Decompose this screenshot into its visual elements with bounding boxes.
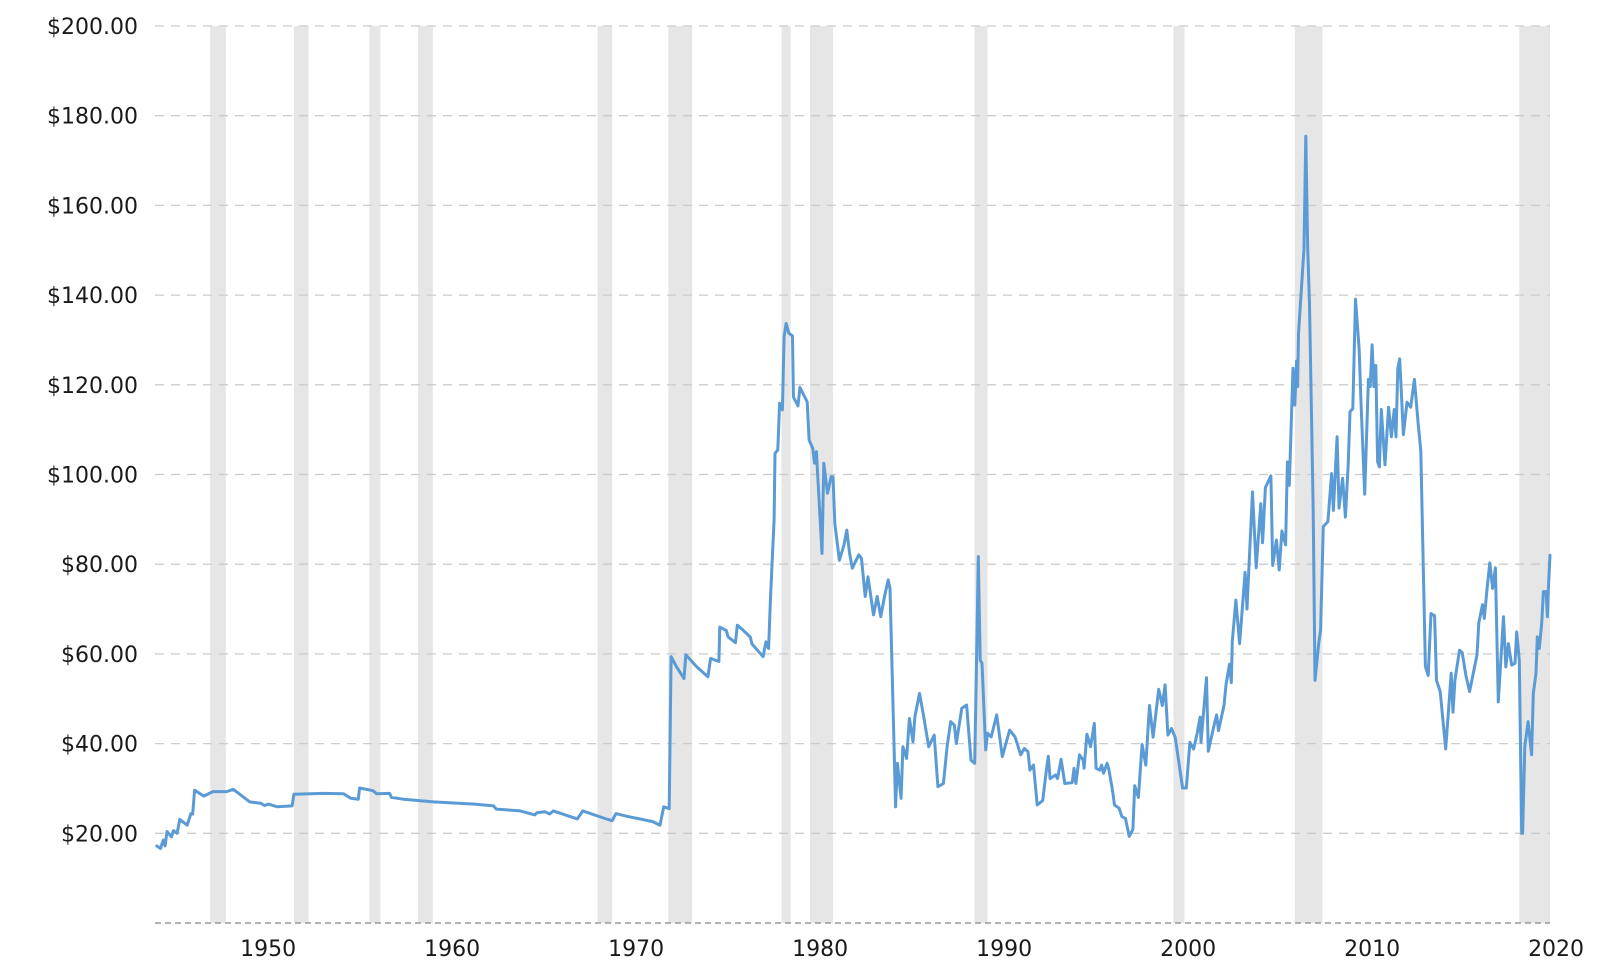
gridlines xyxy=(155,25,1550,924)
shaded-period xyxy=(668,26,693,923)
x-tick-label: 2010 xyxy=(1344,937,1400,962)
series-line xyxy=(155,134,1552,850)
y-tick-label: $20.00 xyxy=(61,822,138,847)
shaded-period xyxy=(809,26,833,923)
shaded-period xyxy=(210,26,226,923)
y-tick-label: $140.00 xyxy=(47,284,138,309)
y-tick-label: $60.00 xyxy=(61,643,138,668)
x-tick-label: 1960 xyxy=(424,937,480,962)
y-tick-label: $120.00 xyxy=(47,374,138,399)
x-axis: 1950 1960 1970 1980 1990 2000 2010 2020 xyxy=(240,937,1584,962)
x-tick-label: 1970 xyxy=(608,937,664,962)
y-tick-label: $180.00 xyxy=(47,105,138,130)
x-tick-label: 1950 xyxy=(240,937,296,962)
x-tick-label: 2000 xyxy=(1160,937,1216,962)
y-axis: $20.00 $40.00 $60.00 $80.00 $100.00 $120.00 $1… xyxy=(47,15,138,847)
x-tick-label: 2020 xyxy=(1528,937,1584,962)
y-tick-label: $100.00 xyxy=(47,464,138,489)
y-tick-label: $160.00 xyxy=(47,194,138,219)
y-tick-label: $200.00 xyxy=(47,15,138,40)
y-tick-label: $40.00 xyxy=(61,733,138,758)
y-tick-label: $80.00 xyxy=(61,553,138,578)
x-tick-label: 1980 xyxy=(792,937,848,962)
shaded-period xyxy=(1173,26,1185,923)
x-tick-label: 1990 xyxy=(976,937,1032,962)
shaded-period xyxy=(418,26,433,923)
shaded-period xyxy=(369,26,381,923)
